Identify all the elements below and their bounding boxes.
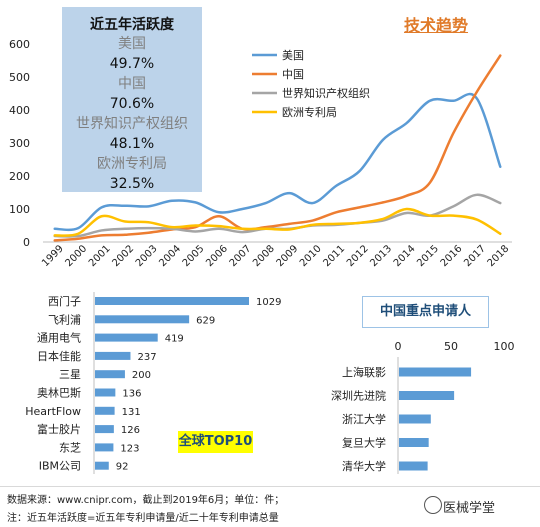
legend-entry: 中国 xyxy=(282,68,304,81)
china-bar xyxy=(399,461,428,471)
china-bar xyxy=(399,367,472,377)
top10-value-label: 200 xyxy=(132,370,151,381)
activity-label-us: 美国 xyxy=(118,36,146,52)
top10-value-label: 131 xyxy=(122,407,141,418)
x-tick-label: 2012 xyxy=(345,243,371,269)
top10-category-label: HeartFlow xyxy=(25,405,81,418)
china-applicants-title: 中国重点申请人 xyxy=(362,296,489,328)
activity-title: 近五年活跃度 xyxy=(90,17,174,33)
china-bar xyxy=(399,438,429,447)
top10-category-label: 西门子 xyxy=(48,294,81,308)
x-tick-label: 2001 xyxy=(87,243,113,269)
china-x-tick-label: 100 xyxy=(494,340,515,353)
china-x-tick-label: 50 xyxy=(444,340,458,353)
china-category-label: 上海联影 xyxy=(342,365,386,379)
footer: 数据来源：www.cnipr.com，截止到2019年6月；单位：件； 注：近五… xyxy=(0,486,540,527)
top10-value-label: 92 xyxy=(116,462,129,473)
china-category-label: 清华大学 xyxy=(342,459,386,473)
activity-value-epo: 32.5% xyxy=(109,176,155,192)
trend-title: 技术趋势 xyxy=(404,16,469,35)
top10-bar xyxy=(95,333,158,342)
top10-bar xyxy=(95,425,114,434)
activity-label-epo: 欧洲专利局 xyxy=(97,156,167,172)
activity-value-us: 49.7% xyxy=(109,56,155,72)
x-tick-label: 2013 xyxy=(368,243,394,269)
top10-category-label: 日本佳能 xyxy=(37,349,81,363)
china-bar xyxy=(399,391,455,400)
y-tick-label: 400 xyxy=(9,104,30,117)
y-tick-label: 100 xyxy=(9,203,30,216)
y-tick-label: 0 xyxy=(23,236,30,249)
x-tick-label: 2016 xyxy=(439,243,465,269)
top10-value-label: 629 xyxy=(196,315,215,326)
top10-bar xyxy=(95,406,115,415)
top10-bar xyxy=(95,315,190,324)
top10-value-label: 237 xyxy=(137,352,156,363)
top10-bar xyxy=(95,351,131,360)
top10-value-label: 136 xyxy=(122,389,141,400)
activity-value-china: 70.6% xyxy=(109,96,155,112)
y-tick-label: 500 xyxy=(9,71,30,84)
activity-label-china: 中国 xyxy=(118,76,146,92)
top10-title: 全球TOP10 xyxy=(178,431,253,453)
x-tick-label: 2004 xyxy=(157,243,183,269)
china-category-label: 浙江大学 xyxy=(342,412,386,426)
legend-entry: 欧洲专利局 xyxy=(282,105,337,119)
y-tick-label: 200 xyxy=(9,170,30,183)
x-tick-label: 2018 xyxy=(486,243,512,269)
top10-value-label: 123 xyxy=(120,443,139,454)
top10-category-label: 三星 xyxy=(59,368,81,381)
top10-bar xyxy=(95,388,116,397)
activity-label-wipo: 世界知识产权组织 xyxy=(76,116,188,132)
x-tick-label: 2006 xyxy=(204,243,230,269)
china-category-label: 复旦大学 xyxy=(342,436,386,450)
top10-value-label: 126 xyxy=(121,425,140,436)
x-tick-label: 2014 xyxy=(392,243,418,269)
x-tick-label: 2000 xyxy=(64,243,90,269)
activity-value-wipo: 48.1% xyxy=(109,136,155,152)
top10-value-label: 419 xyxy=(165,334,184,345)
top10-bar xyxy=(95,461,109,470)
y-tick-label: 300 xyxy=(9,137,30,150)
x-tick-label: 2015 xyxy=(415,243,441,269)
china-bar xyxy=(399,414,431,424)
top10-value-label: 1029 xyxy=(256,297,281,308)
legend-entry: 美国 xyxy=(282,49,304,62)
top10-bar xyxy=(95,370,125,379)
x-tick-label: 2009 xyxy=(275,243,301,269)
x-tick-label: 2007 xyxy=(228,243,254,269)
legend-entry: 世界知识产权组织 xyxy=(282,86,370,100)
series-line-1 xyxy=(53,54,502,242)
top10-bar xyxy=(95,297,249,305)
x-tick-label: 2017 xyxy=(462,243,488,269)
y-tick-label: 600 xyxy=(9,38,30,51)
series-line-0 xyxy=(53,92,502,232)
top10-category-label: 奥林巴斯 xyxy=(37,386,81,400)
wechat-icon xyxy=(424,496,442,514)
x-tick-label: 1999 xyxy=(40,243,66,269)
footer-source: 数据来源：www.cnipr.com，截止到2019年6月；单位：件； xyxy=(7,495,285,506)
china-x-tick-label: 0 xyxy=(395,340,402,353)
top10-category-label: 飞利浦 xyxy=(48,313,81,326)
china-category-label: 深圳先进院 xyxy=(331,389,386,403)
x-tick-label: 2008 xyxy=(251,243,277,269)
x-tick-label: 2005 xyxy=(181,243,207,269)
top10-category-label: 富士胶片 xyxy=(37,422,81,436)
x-tick-label: 2002 xyxy=(110,243,136,269)
top10-category-label: IBM公司 xyxy=(39,460,81,473)
footer-note: 注：近五年活跃度=近五年专利申请量/近二十年专利申请总量 xyxy=(7,513,279,524)
x-tick-label: 2010 xyxy=(298,243,324,269)
top10-category-label: 东芝 xyxy=(59,441,81,454)
x-tick-label: 2011 xyxy=(321,243,347,269)
x-tick-label: 2003 xyxy=(134,243,160,269)
top10-category-label: 通用电气 xyxy=(37,331,81,345)
watermark: 医械学堂 xyxy=(443,501,496,516)
series-line-3 xyxy=(53,207,502,237)
activity-panel: 近五年活跃度 美国 49.7% 中国 70.6% 世界知识产权组织 48.1% … xyxy=(62,7,202,192)
top10-bar xyxy=(95,443,114,452)
